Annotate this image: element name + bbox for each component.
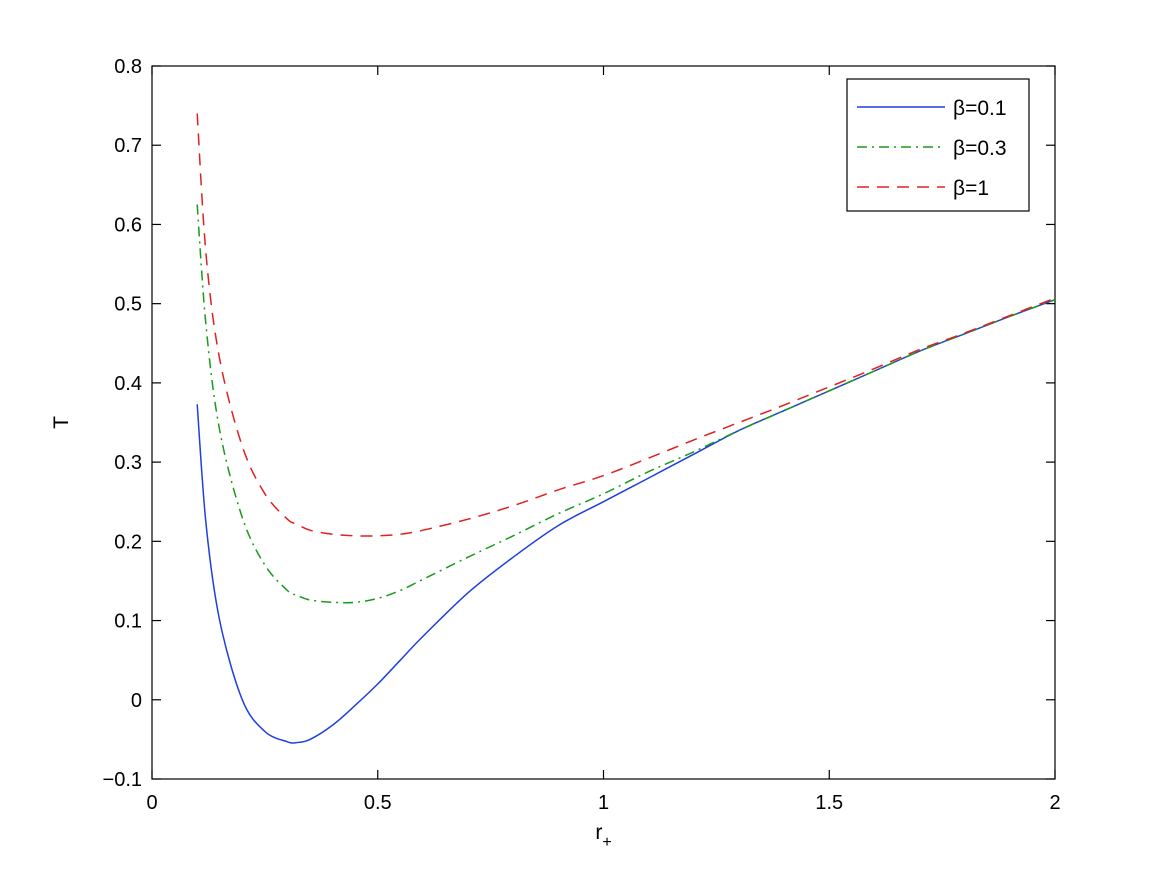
x-axis: 0 0.5 1 1.5 2	[146, 66, 1061, 814]
y-axis-title: T	[50, 416, 73, 429]
x-axis-title-subscript: +	[602, 834, 611, 851]
legend-box	[846, 78, 1030, 212]
x-axis-title: r+	[595, 821, 611, 851]
series-layer	[196, 113, 1056, 744]
y-tick-label: 0.5	[114, 294, 142, 316]
x-tick-label: 1	[598, 792, 609, 814]
x-tick-label: 0	[146, 792, 157, 814]
y-tick-label: 0	[131, 690, 142, 712]
y-tick-label: 0.4	[114, 373, 142, 395]
x-axis-title-main: r	[595, 821, 602, 844]
legend: β=0.1 β=0.3 β=1	[846, 78, 1030, 212]
x-tick-label: 2	[1049, 792, 1060, 814]
legend-label-3: β=1	[953, 177, 989, 200]
y-tick-label: −0.1	[103, 769, 142, 791]
legend-label-2: β=0.3	[953, 137, 1007, 160]
y-tick-label: 0.7	[114, 135, 142, 157]
x-tick-label: 1.5	[815, 792, 843, 814]
y-tick-label: 0.6	[114, 214, 142, 236]
y-tick-label: 0.2	[114, 531, 142, 553]
y-tick-label: 0.1	[114, 611, 142, 633]
y-tick-label: 0.8	[114, 56, 142, 78]
x-tick-label: 0.5	[364, 792, 392, 814]
series-line-3	[196, 113, 1056, 537]
legend-label-1: β=0.1	[953, 97, 1007, 120]
series-line-2	[196, 204, 1056, 604]
y-axis: −0.1 0 0.1 0.2 0.3 0.4 0.5 0.6 0.7 0.8	[103, 56, 1055, 791]
y-tick-label: 0.3	[114, 452, 142, 474]
